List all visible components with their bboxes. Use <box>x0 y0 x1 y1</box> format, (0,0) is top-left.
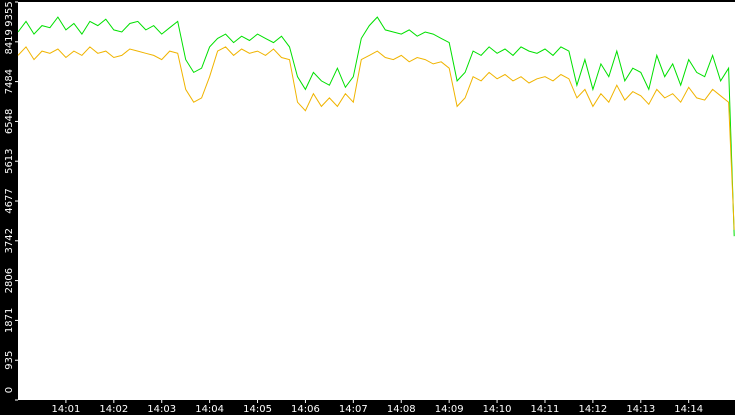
x-tick-label: 14:13 <box>626 404 655 415</box>
series-line <box>17 16 735 237</box>
y-tick-label: 9355 <box>4 1 15 26</box>
y-tick-label: 5613 <box>4 148 15 173</box>
x-tick-label: 14:05 <box>243 404 272 415</box>
y-tick-label: 7484 <box>4 69 15 94</box>
x-tick-label: 14:12 <box>578 404 607 415</box>
y-tick-label: 3742 <box>4 228 15 253</box>
series-line <box>17 46 735 230</box>
x-tick-label: 14:01 <box>51 404 80 415</box>
x-tick-label: 14:06 <box>291 404 320 415</box>
y-tick-label: 6548 <box>4 109 15 134</box>
x-tick-label: 14:08 <box>387 404 416 415</box>
x-tick-label: 14:10 <box>483 404 512 415</box>
plot-area <box>18 2 735 400</box>
y-tick-label: 8419 <box>4 29 15 54</box>
y-tick-label: 4677 <box>4 188 15 213</box>
x-tick-label: 14:03 <box>147 404 176 415</box>
x-tick-label: 14:04 <box>195 404 224 415</box>
y-tick-label: 0 <box>4 387 15 393</box>
x-tick-label: 14:07 <box>339 404 368 415</box>
x-tick-label: 14:02 <box>99 404 128 415</box>
x-tick-label: 14:09 <box>435 404 464 415</box>
y-tick-label: 1871 <box>4 308 15 333</box>
x-tick-label: 14:11 <box>531 404 560 415</box>
x-tick-label: 14:14 <box>674 404 703 415</box>
y-tick-label: 2806 <box>4 268 15 293</box>
y-tick-label: 935 <box>4 351 15 370</box>
